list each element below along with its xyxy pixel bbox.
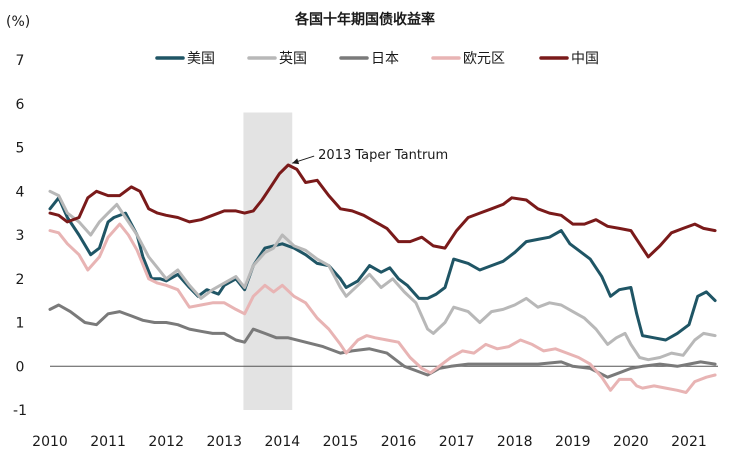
chart-title: 各国十年期国债收益率 [294, 11, 435, 28]
y-tick-label: 6 [16, 97, 25, 113]
legend: 美国 英国 日本 欧元区 中国 [155, 50, 599, 67]
taper-tantrum-shade [243, 112, 293, 410]
series-lines [48, 163, 717, 394]
legend-label: 欧元区 [463, 51, 505, 67]
x-tick-label: 2020 [613, 434, 649, 450]
y-tick-label: 7 [16, 53, 25, 69]
y-tick-label: 4 [16, 184, 25, 200]
x-tick-label: 2013 [206, 434, 242, 450]
y-tick-label: -1 [13, 403, 27, 419]
x-tick-label: 2010 [32, 434, 68, 450]
x-tick-label: 2015 [323, 434, 359, 450]
shaded-region-rect [243, 112, 293, 410]
series-line-英国 [48, 189, 717, 362]
legend-label: 英国 [279, 50, 307, 67]
x-tick-label: 2011 [90, 434, 126, 450]
axes: -1 0 1 2 3 4 5 6 7 2010 2011 2012 2013 2014 2015 2016 20… [13, 53, 718, 450]
annotation: 2013 Taper Tantrum [292, 148, 448, 165]
legend-label: 日本 [371, 51, 399, 67]
y-tick-label: 3 [16, 228, 25, 244]
series-line-欧元区 [48, 222, 717, 394]
x-tick-label: 2017 [439, 434, 475, 450]
y-tick-label: 2 [16, 272, 25, 288]
legend-label: 美国 [187, 51, 215, 67]
y-tick-label: 0 [16, 359, 25, 375]
y-tick-label: 5 [16, 141, 25, 157]
y-tick-label: 1 [16, 316, 25, 332]
x-tick-label: 2014 [265, 434, 301, 450]
x-tick-label: 2012 [148, 434, 184, 450]
series-line-中国 [48, 163, 717, 259]
x-tick-label: 2019 [555, 434, 591, 450]
x-tick-label: 2021 [671, 434, 707, 450]
annotation-arrow-head [292, 158, 300, 165]
y-unit-label: (%) [6, 14, 30, 30]
x-tick-label: 2016 [381, 434, 417, 450]
x-tick-label: 2018 [497, 434, 533, 450]
legend-label: 中国 [571, 51, 599, 67]
series-line-美国 [48, 196, 717, 342]
annotation-text: 2013 Taper Tantrum [318, 148, 448, 163]
